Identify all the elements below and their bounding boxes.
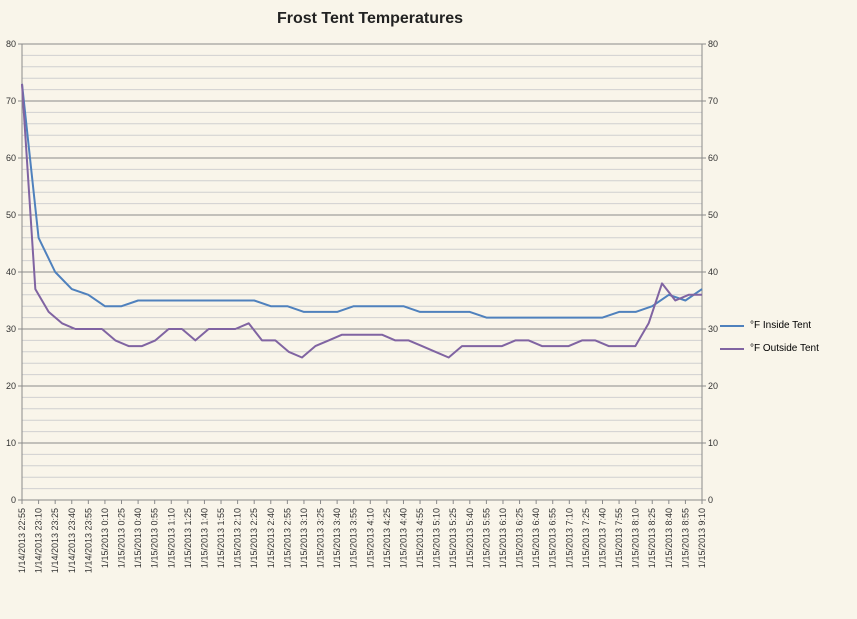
x-tick-label: 1/15/2013 1:10: [166, 508, 176, 568]
x-tick-label: 1/15/2013 0:10: [100, 508, 110, 568]
x-tick-label: 1/15/2013 6:55: [548, 508, 558, 568]
series-line: [22, 84, 702, 318]
legend-label: °F Outside Tent: [750, 343, 819, 354]
x-tick-label: 1/15/2013 5:40: [465, 508, 475, 568]
chart-svg: 0 0 10 10 20 20 30 30 40 40 50 50 60 60 70 70 80 80 1/14/2…: [0, 0, 740, 619]
svg-text:10: 10: [6, 438, 16, 448]
x-tick-label: 1/15/2013 0:40: [133, 508, 143, 568]
x-tick-label: 1/15/2013 2:40: [266, 508, 276, 568]
x-tick-label: 1/15/2013 8:55: [680, 508, 690, 568]
svg-text:70: 70: [708, 96, 718, 106]
x-tick-label: 1/14/2013 23:10: [34, 508, 44, 573]
x-tick-label: 1/15/2013 5:25: [448, 508, 458, 568]
svg-text:40: 40: [708, 267, 718, 277]
x-tick-label: 1/15/2013 8:40: [664, 508, 674, 568]
svg-text:10: 10: [708, 438, 718, 448]
x-tick-label: 1/15/2013 3:25: [316, 508, 326, 568]
x-tick-label: 1/15/2013 3:40: [332, 508, 342, 568]
svg-text:0: 0: [11, 495, 16, 505]
x-tick-label: 1/15/2013 2:55: [282, 508, 292, 568]
x-tick-label: 1/15/2013 1:25: [183, 508, 193, 568]
x-tick-label: 1/15/2013 0:55: [150, 508, 160, 568]
x-tick-label: 1/15/2013 5:10: [432, 508, 442, 568]
svg-text:30: 30: [708, 324, 718, 334]
x-tick-label: 1/15/2013 6:40: [531, 508, 541, 568]
svg-text:20: 20: [6, 381, 16, 391]
x-tick-label: 1/15/2013 4:25: [382, 508, 392, 568]
x-tick-label: 1/15/2013 0:25: [117, 508, 127, 568]
x-tick-label: 1/15/2013 6:25: [515, 508, 525, 568]
x-tick-label: 1/14/2013 23:55: [83, 508, 93, 573]
x-tick-label: 1/15/2013 7:40: [597, 508, 607, 568]
x-tick-label: 1/15/2013 3:10: [299, 508, 309, 568]
x-tick-label: 1/15/2013 9:10: [697, 508, 707, 568]
x-tick-label: 1/15/2013 7:10: [564, 508, 574, 568]
x-tick-label: 1/14/2013 22:55: [17, 508, 27, 573]
x-tick-label: 1/15/2013 2:25: [249, 508, 259, 568]
svg-text:50: 50: [6, 210, 16, 220]
svg-text:70: 70: [6, 96, 16, 106]
legend-item: °F Inside Tent: [720, 320, 819, 331]
legend-label: °F Inside Tent: [750, 320, 811, 331]
x-tick-label: 1/15/2013 2:10: [233, 508, 243, 568]
svg-text:80: 80: [708, 39, 718, 49]
series-line: [22, 84, 702, 358]
svg-text:60: 60: [6, 153, 16, 163]
svg-text:0: 0: [708, 495, 713, 505]
x-tick-label: 1/15/2013 4:40: [398, 508, 408, 568]
x-tick-label: 1/15/2013 1:55: [216, 508, 226, 568]
x-tick-label: 1/14/2013 23:25: [50, 508, 60, 573]
x-tick-label: 1/15/2013 4:55: [415, 508, 425, 568]
svg-text:40: 40: [6, 267, 16, 277]
x-tick-label: 1/15/2013 7:25: [581, 508, 591, 568]
svg-text:50: 50: [708, 210, 718, 220]
legend-swatch: [720, 325, 744, 327]
svg-text:20: 20: [708, 381, 718, 391]
legend: °F Inside Tent °F Outside Tent: [720, 320, 819, 354]
x-tick-label: 1/15/2013 1:40: [199, 508, 209, 568]
x-tick-label: 1/15/2013 3:55: [349, 508, 359, 568]
x-tick-label: 1/15/2013 8:25: [647, 508, 657, 568]
x-tick-label: 1/15/2013 5:55: [481, 508, 491, 568]
legend-item: °F Outside Tent: [720, 343, 819, 354]
legend-swatch: [720, 348, 744, 350]
x-tick-label: 1/14/2013 23:40: [67, 508, 77, 573]
x-tick-label: 1/15/2013 6:10: [498, 508, 508, 568]
svg-text:60: 60: [708, 153, 718, 163]
svg-text:80: 80: [6, 39, 16, 49]
x-tick-label: 1/15/2013 8:10: [631, 508, 641, 568]
x-tick-label: 1/15/2013 7:55: [614, 508, 624, 568]
svg-text:30: 30: [6, 324, 16, 334]
x-tick-label: 1/15/2013 4:10: [365, 508, 375, 568]
